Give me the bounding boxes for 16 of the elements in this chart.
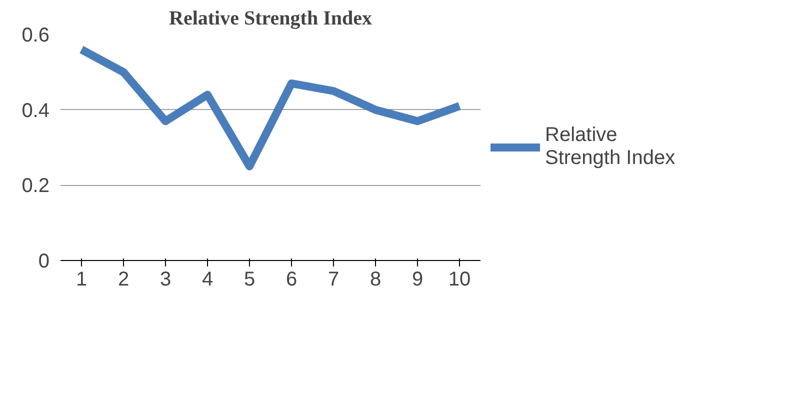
y-tick-label: 0.6 (22, 24, 50, 46)
x-tick-label: 8 (370, 268, 382, 290)
x-tick-label: 2 (118, 268, 130, 290)
x-tick-label: 4 (202, 268, 214, 290)
x-tick-label: 10 (448, 268, 471, 290)
chart-title: Relative Strength Index (169, 8, 372, 30)
y-tick-label: 0.4 (22, 100, 50, 122)
y-tick-label: 0.2 (22, 175, 50, 198)
x-tick-label: 5 (244, 268, 256, 290)
legend-label: Relative Strength Index (545, 124, 676, 170)
x-tick-label: 6 (286, 268, 298, 290)
y-tick-label: 0 (38, 250, 50, 272)
x-tick-label: 9 (412, 268, 424, 290)
x-tick-label: 3 (160, 268, 172, 290)
x-tick-label: 7 (328, 268, 340, 290)
x-tick-label: 1 (76, 268, 88, 290)
